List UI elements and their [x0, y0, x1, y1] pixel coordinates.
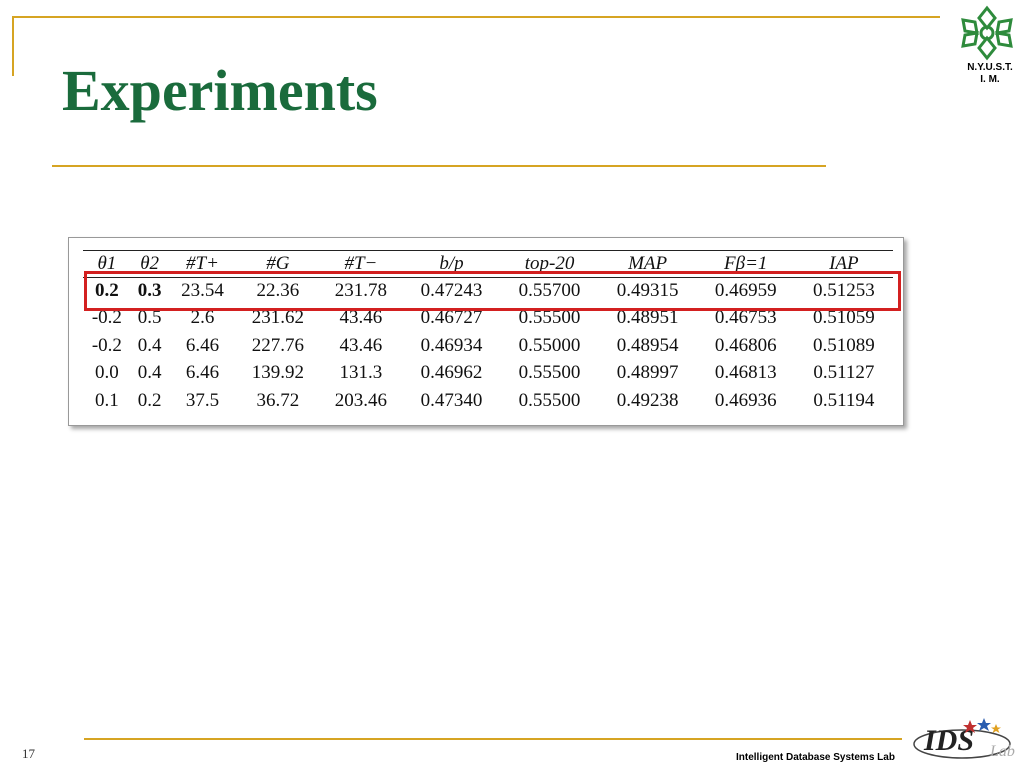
table-cell: 0.47243 [420, 279, 483, 301]
left-border-line [12, 16, 14, 76]
table-cell: 0.49315 [616, 279, 679, 301]
table-cell: 0.48954 [616, 334, 679, 356]
table-cell: 36.72 [256, 389, 300, 411]
table-cell: 0.3 [137, 279, 162, 301]
table-cell: 0.5 [137, 307, 162, 329]
table-cell: 0.47340 [420, 389, 483, 411]
table-cell: 0.55500 [518, 362, 581, 384]
table-cell: 0.46727 [420, 307, 483, 329]
table-header-cell: θ1 [97, 252, 117, 274]
best-row-highlight-box [84, 271, 901, 311]
table-cell: 0.55000 [518, 334, 581, 356]
table-body: 0.2 0.3 23.54 22.36 231.78 0.47243 0.55700 0.49… [83, 277, 893, 415]
table-cell: 23.54 [181, 279, 224, 301]
table-cell: 139.92 [251, 362, 305, 384]
table-cell: 0.55500 [518, 389, 581, 411]
logo-text-line1: N.Y.U.S.T. [967, 62, 1013, 73]
table-cell: 0.2 [95, 279, 119, 301]
footer-line [84, 738, 902, 740]
table-header-cell: θ2 [140, 252, 160, 274]
table-row: 0.0 0.4 6.46 139.92 131.3 0.46962 0.55500 0.489… [83, 360, 893, 388]
table-cell: 231.62 [251, 307, 305, 329]
table-cell: 6.46 [185, 362, 220, 384]
nyust-logo-icon [961, 5, 1013, 61]
table-cell: 203.46 [334, 389, 388, 411]
table-cell: -0.2 [91, 334, 122, 356]
table-cell: 43.46 [339, 307, 383, 329]
footer-lab-name: Intelligent Database Systems Lab [736, 752, 895, 763]
table-cell: 0.51059 [813, 307, 875, 329]
ids-logo-text: IDS [923, 724, 974, 757]
title-underline [52, 165, 826, 167]
table-header-cell: top-20 [524, 252, 575, 274]
table-cell: 37.5 [185, 389, 220, 411]
table-cell: -0.2 [91, 307, 122, 329]
ids-logo-lab-text: Lab [989, 743, 1015, 760]
table-cell: 0.46753 [714, 307, 777, 329]
table-cell: 6.46 [185, 334, 220, 356]
table-cell: 0.48951 [616, 307, 679, 329]
slide-title: Experiments [62, 58, 378, 123]
table-cell: 0.55500 [518, 307, 581, 329]
table-header-cell: #G [266, 252, 290, 274]
table-header-rule [83, 277, 893, 278]
table-cell: 0.46806 [714, 334, 777, 356]
table-cell: 0.46934 [420, 334, 483, 356]
table-header-row: θ1 θ2 #T+ #G #T− b/p top-20 MAP Fβ=1 IAP [83, 250, 893, 277]
table-header-cell: IAP [829, 252, 859, 274]
table-top-rule [83, 250, 893, 251]
table-cell: 0.4 [137, 362, 162, 384]
table-cell: 22.36 [256, 279, 300, 301]
table-cell: 227.76 [251, 334, 305, 356]
page-number: 17 [22, 746, 35, 761]
table-header-cell: MAP [628, 252, 668, 274]
table-cell: 0.0 [95, 362, 119, 384]
table-row: -0.2 0.4 6.46 227.76 43.46 0.46934 0.55000 0.48… [83, 332, 893, 360]
table-cell: 43.46 [339, 334, 383, 356]
table-cell: 2.6 [190, 307, 215, 329]
table-cell: 0.46813 [714, 362, 777, 384]
table-header-cell: #T− [344, 252, 378, 274]
table-cell: 0.51253 [813, 279, 875, 301]
ids-lab-logo-icon: IDS Lab [913, 718, 1015, 760]
table-cell: 0.1 [95, 389, 119, 411]
table-cell: 231.78 [334, 279, 388, 301]
table-cell: 0.55700 [518, 279, 581, 301]
table-cell: 0.48997 [616, 362, 679, 384]
table-cell: 0.51127 [813, 362, 875, 384]
results-table: θ1 θ2 #T+ #G #T− b/p top-20 MAP Fβ=1 IAP 0.2 0.3 23… [83, 250, 893, 415]
top-border-line [12, 16, 940, 18]
table-header-cell: Fβ=1 [724, 252, 768, 274]
nyust-logo-text: N.Y.U.S.T. I. M. [940, 62, 1024, 86]
table-row: -0.2 0.5 2.6 231.62 43.46 0.46727 0.55500 0.489… [83, 305, 893, 333]
table-cell: 0.46962 [420, 362, 483, 384]
table-cell: 0.46936 [714, 389, 777, 411]
table-cell: 0.49238 [616, 389, 679, 411]
table-header-cell: #T+ [186, 252, 219, 274]
results-table-figure: θ1 θ2 #T+ #G #T− b/p top-20 MAP Fβ=1 IAP 0.2 0.3 23… [68, 237, 904, 426]
table-cell: 0.46959 [714, 279, 777, 301]
table-cell: 0.4 [137, 334, 162, 356]
logo-text-line2: I. M. [980, 74, 1000, 85]
table-row: 0.1 0.2 37.5 36.72 203.46 0.47340 0.55500 0.492… [83, 387, 893, 415]
table-header-cell: b/p [439, 252, 464, 274]
table-cell: 131.3 [339, 362, 383, 384]
table-cell: 0.51194 [813, 389, 875, 411]
table-row: 0.2 0.3 23.54 22.36 231.78 0.47243 0.55700 0.49… [83, 277, 893, 305]
table-cell: 0.51089 [813, 334, 875, 356]
table-cell: 0.2 [137, 389, 162, 411]
